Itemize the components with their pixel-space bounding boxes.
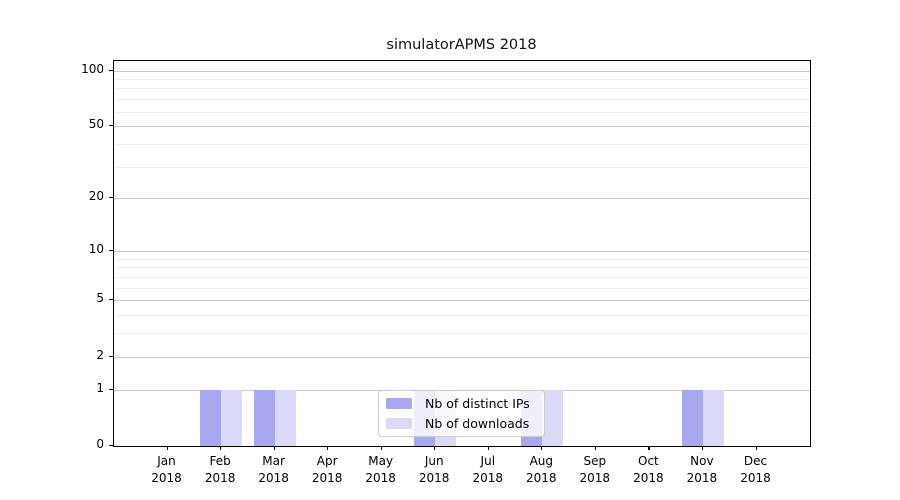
- gridline-minor: [114, 88, 810, 90]
- x-tick-mark: [594, 446, 596, 450]
- legend-label-distinct-ips: Nb of distinct IPs: [425, 396, 530, 411]
- y-tick-mark: [109, 388, 113, 390]
- x-tick-label: Feb 2018: [204, 454, 236, 485]
- y-tick-mark: [109, 299, 113, 301]
- bar-nb-of-downloads: [542, 389, 564, 446]
- legend-swatch-distinct-ips: [386, 398, 412, 409]
- gridline-minor: [114, 99, 810, 101]
- gridline-minor: [114, 276, 810, 278]
- x-tick-mark: [434, 446, 436, 450]
- x-tick-label: Oct 2018: [633, 454, 664, 485]
- legend-item-distinct-ips: Nb of distinct IPs: [386, 396, 537, 412]
- x-tick-label: May 2018: [365, 454, 396, 485]
- legend-label-downloads: Nb of downloads: [425, 416, 530, 431]
- x-tick-mark: [541, 446, 543, 450]
- gridline-minor: [114, 79, 810, 80]
- x-tick-mark: [380, 446, 382, 450]
- x-tick-label: Jun 2018: [418, 454, 450, 485]
- y-tick-label: 0: [96, 437, 104, 451]
- gridline-major: [114, 126, 810, 128]
- y-tick-label: 1: [96, 380, 104, 395]
- gridline-minor: [114, 111, 810, 113]
- gridline-minor: [114, 315, 810, 316]
- gridline-minor: [114, 143, 810, 145]
- x-tick-label: Jul 2018: [472, 454, 504, 485]
- x-tick-mark: [701, 446, 704, 450]
- y-tick-mark: [109, 249, 113, 252]
- y-tick-mark: [109, 197, 113, 199]
- x-tick-mark: [487, 446, 489, 450]
- x-tick-mark: [273, 446, 275, 450]
- y-tick-label: 10: [88, 241, 104, 256]
- gridline-major: [114, 300, 810, 302]
- y-tick-label: 50: [88, 117, 104, 132]
- legend: Nb of distinct IPs Nb of downloads: [378, 390, 545, 437]
- bar-nb-of-distinct-ips: [681, 389, 703, 446]
- x-tick-label: Jan 2018: [151, 454, 182, 485]
- x-tick-mark: [220, 446, 222, 450]
- x-tick-label: Sep 2018: [579, 454, 611, 485]
- gridline-minor: [114, 166, 810, 168]
- gridline-major: [114, 356, 810, 358]
- bar-nb-of-downloads: [221, 389, 243, 446]
- y-tick-mark: [109, 125, 113, 127]
- y-tick-mark: [109, 445, 113, 447]
- x-tick-label: Apr 2018: [311, 454, 343, 485]
- x-tick-label: Nov 2018: [686, 454, 718, 485]
- x-tick-label: Dec 2018: [740, 454, 771, 485]
- chart-title: simulatorAPMS 2018: [386, 37, 537, 53]
- bar-nb-of-downloads: [274, 389, 296, 446]
- gridline-minor: [114, 333, 810, 335]
- gridline-minor: [114, 267, 810, 269]
- gridline-minor: [114, 258, 810, 260]
- plot-area: [113, 60, 811, 447]
- y-tick-label: 5: [96, 291, 104, 306]
- x-tick-label: Aug 2018: [526, 454, 557, 485]
- bar-nb-of-downloads: [702, 389, 724, 446]
- legend-item-downloads: Nb of downloads: [386, 416, 537, 432]
- y-tick-label: 2: [96, 347, 104, 362]
- y-tick-label: 20: [88, 189, 104, 204]
- bar-nb-of-distinct-ips: [200, 389, 222, 446]
- y-tick-label: 100: [81, 61, 104, 76]
- x-tick-label: Mar 2018: [258, 454, 289, 485]
- y-tick-mark: [109, 69, 113, 71]
- legend-swatch-downloads: [386, 418, 412, 429]
- bar-nb-of-distinct-ips: [253, 389, 275, 446]
- x-tick-mark: [648, 446, 650, 450]
- x-tick-mark: [755, 446, 757, 450]
- x-tick-mark: [327, 446, 329, 450]
- y-tick-mark: [109, 355, 113, 357]
- gridline-major: [114, 198, 810, 200]
- gridline-major: [114, 250, 810, 252]
- gridline-major: [114, 70, 810, 72]
- x-tick-mark: [166, 446, 168, 450]
- gridline-minor: [114, 287, 810, 289]
